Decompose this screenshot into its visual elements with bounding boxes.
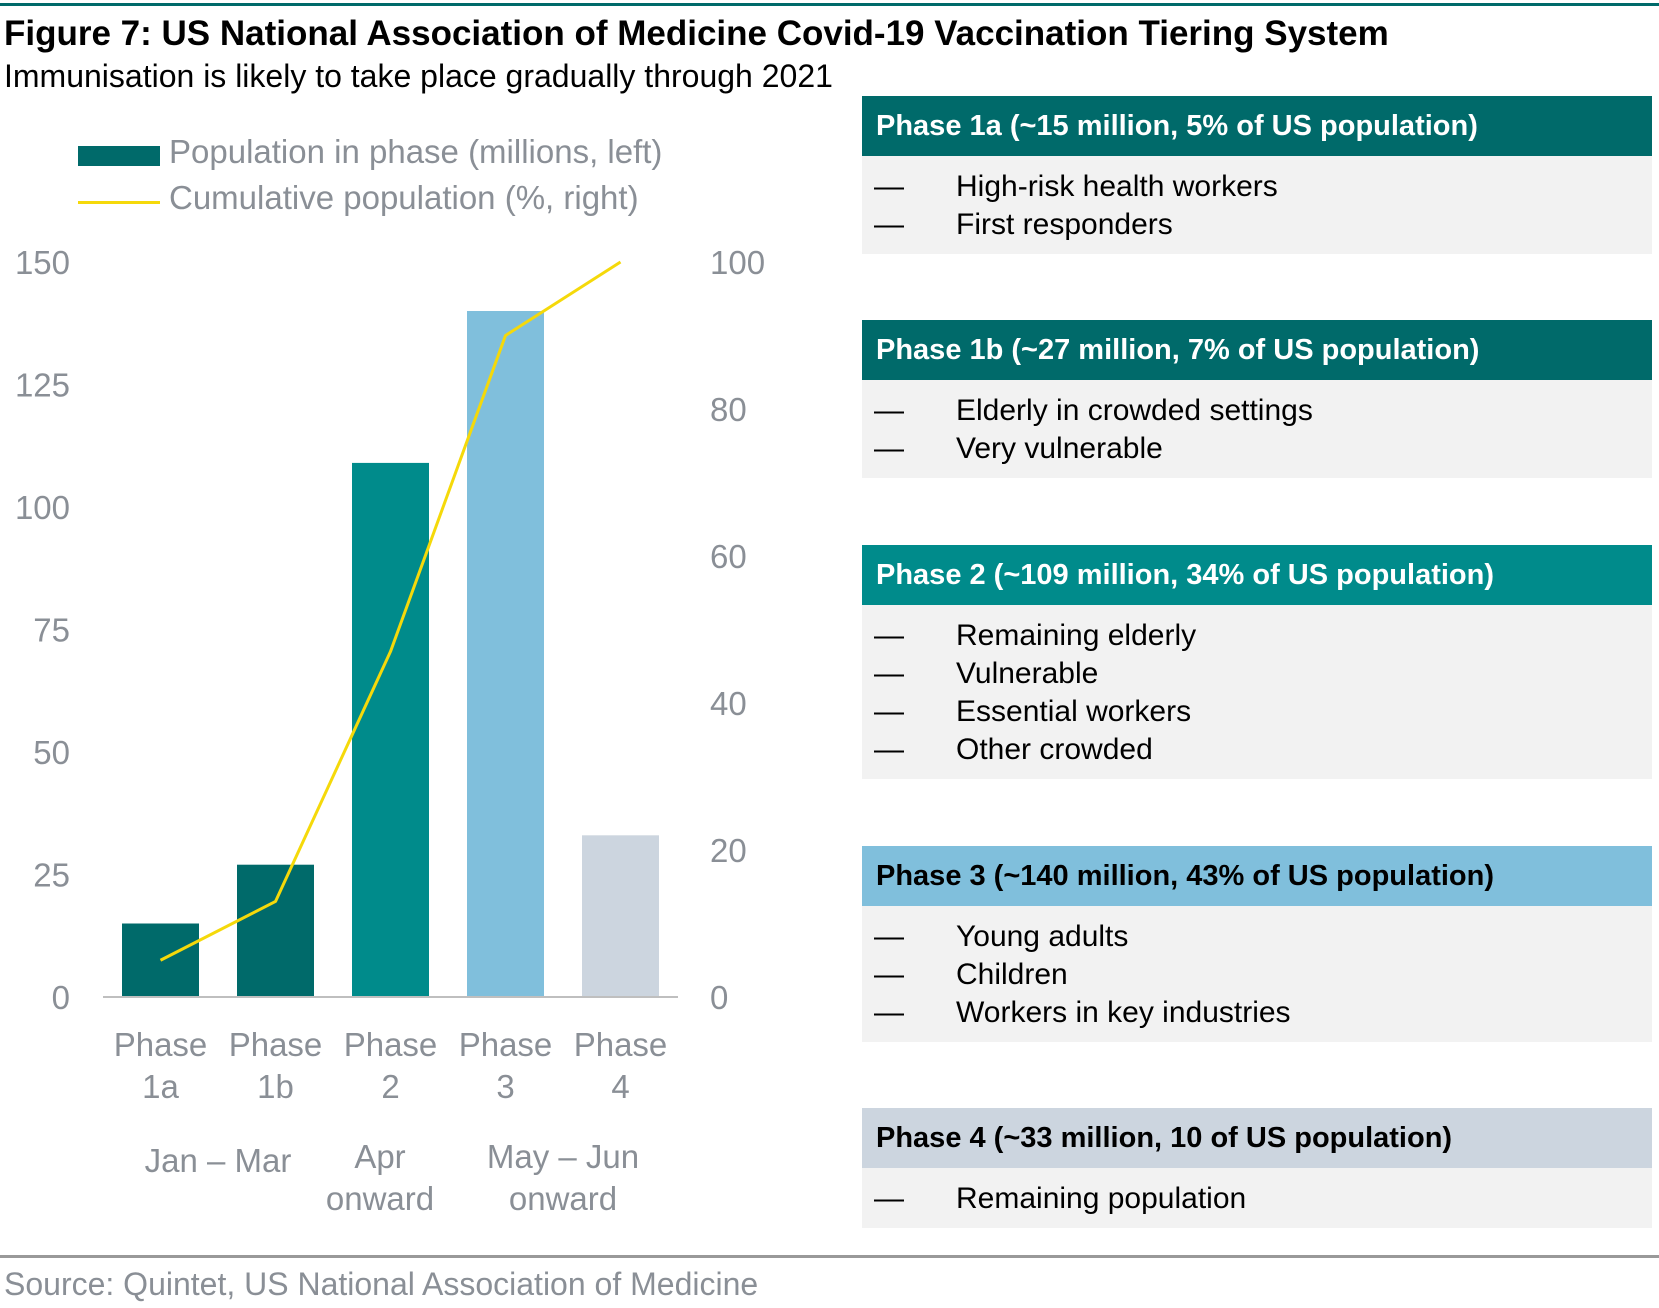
left-axis-tick: 125 bbox=[15, 367, 70, 404]
category-label: 4 bbox=[611, 1068, 629, 1105]
category-label: Phase bbox=[459, 1026, 553, 1063]
category-label: 1b bbox=[257, 1068, 294, 1105]
phase-list-item: — Essential workers bbox=[862, 693, 1652, 731]
bullet-dash: — bbox=[874, 695, 904, 728]
phase-header: Phase 1b (~27 million, 7% of US populati… bbox=[862, 320, 1652, 380]
phase-item-text: Essential workers bbox=[956, 695, 1192, 728]
right-axis-tick: 80 bbox=[710, 391, 747, 428]
right-axis-tick: 100 bbox=[710, 244, 765, 281]
left-axis-tick: 0 bbox=[52, 979, 70, 1016]
phase-body: — High-risk health workers — First responde… bbox=[862, 156, 1652, 254]
phase-item-text: First responders bbox=[956, 208, 1173, 241]
phase-body: — Remaining population bbox=[862, 1168, 1652, 1228]
phase-body: — Elderly in crowded settings — Very vulner… bbox=[862, 380, 1652, 478]
legend-label-bars: Population in phase (millions, left) bbox=[169, 133, 663, 170]
legend-swatch-line bbox=[78, 201, 160, 204]
phase-header: Phase 2 (~109 million, 34% of US populat… bbox=[862, 545, 1652, 605]
category-label: Phase bbox=[114, 1026, 208, 1063]
right-axis-tick: 40 bbox=[710, 685, 747, 722]
phase-list-item: — Workers in key industries bbox=[862, 994, 1652, 1032]
timing-label: Jan – Mar bbox=[145, 1142, 292, 1179]
category-label: 3 bbox=[496, 1068, 514, 1105]
phase-list-item: — Vulnerable bbox=[862, 655, 1652, 693]
top-rule bbox=[0, 3, 1659, 6]
figure-subtitle: Immunisation is likely to take place gra… bbox=[4, 58, 833, 94]
phase-item-text: Elderly in crowded settings bbox=[956, 394, 1313, 427]
phase-list-item: — Remaining population bbox=[862, 1180, 1652, 1218]
left-axis-tick: 50 bbox=[33, 734, 70, 771]
right-axis-tick: 60 bbox=[710, 538, 747, 575]
left-axis-tick: 75 bbox=[33, 612, 70, 649]
phase-list-item: — Elderly in crowded settings bbox=[862, 392, 1652, 430]
phase-item-text: Children bbox=[956, 958, 1068, 991]
phase-list-item: — Remaining elderly bbox=[862, 617, 1652, 655]
bullet-dash: — bbox=[874, 619, 904, 652]
bar bbox=[237, 864, 314, 997]
phase-item-text: Remaining elderly bbox=[956, 619, 1197, 652]
phase-header: Phase 3 (~140 million, 43% of US populat… bbox=[862, 846, 1652, 906]
figure-title: Figure 7: US National Association of Med… bbox=[4, 14, 1389, 53]
phase-body: — Young adults — Children — Workers in key in… bbox=[862, 906, 1652, 1042]
phase-card: Phase 1b (~27 million, 7% of US populati… bbox=[862, 320, 1652, 478]
right-axis-tick: 0 bbox=[710, 979, 728, 1016]
bullet-dash: — bbox=[874, 733, 904, 766]
bullet-dash: — bbox=[874, 657, 904, 690]
phase-list-item: — High-risk health workers bbox=[862, 168, 1652, 206]
phase-item-text: Very vulnerable bbox=[956, 432, 1163, 465]
category-label: Phase bbox=[229, 1026, 323, 1063]
bullet-dash: — bbox=[874, 1182, 904, 1215]
timing-label: May – Jun bbox=[487, 1138, 639, 1175]
bullet-dash: — bbox=[874, 958, 904, 991]
phase-item-text: Workers in key industries bbox=[956, 996, 1291, 1029]
timing-label: Apr bbox=[354, 1138, 405, 1175]
source-note: Source: Quintet, US National Association… bbox=[4, 1266, 759, 1302]
phase-list-item: — Very vulnerable bbox=[862, 430, 1652, 468]
bullet-dash: — bbox=[874, 208, 904, 241]
phase-list-item: — Other crowded bbox=[862, 731, 1652, 769]
category-label: Phase bbox=[344, 1026, 438, 1063]
phase-item-text: Other crowded bbox=[956, 733, 1153, 766]
bullet-dash: — bbox=[874, 432, 904, 465]
left-axis-tick: 100 bbox=[15, 489, 70, 526]
bullet-dash: — bbox=[874, 920, 904, 953]
bullet-dash: — bbox=[874, 394, 904, 427]
bullet-dash: — bbox=[874, 170, 904, 203]
category-label: 1a bbox=[142, 1068, 179, 1105]
category-label: Phase bbox=[574, 1026, 668, 1063]
timing-label: onward bbox=[326, 1180, 434, 1217]
legend-label-line: Cumulative population (%, right) bbox=[169, 179, 639, 216]
phase-body: — Remaining elderly — Vulnerable — Essential … bbox=[862, 605, 1652, 779]
phase-list-item: — Young adults bbox=[862, 918, 1652, 956]
phase-header: Phase 4 (~33 million, 10 of US populatio… bbox=[862, 1108, 1652, 1168]
phase-card: Phase 4 (~33 million, 10 of US populatio… bbox=[862, 1108, 1652, 1228]
phase-card: Phase 3 (~140 million, 43% of US populat… bbox=[862, 846, 1652, 1042]
timing-label: onward bbox=[509, 1180, 617, 1217]
phase-item-text: Young adults bbox=[956, 920, 1129, 953]
bar bbox=[467, 311, 544, 997]
legend-swatch-bar bbox=[78, 146, 160, 166]
phase-header: Phase 1a (~15 million, 5% of US populati… bbox=[862, 96, 1652, 156]
phase-item-text: High-risk health workers bbox=[956, 170, 1278, 203]
phase-card: Phase 2 (~109 million, 34% of US populat… bbox=[862, 545, 1652, 779]
combo-chart: 0 25 50 75 100 125 150 0 20 40 60 80 100 Phase 1a Phase… bbox=[15, 244, 765, 1217]
right-axis-tick: 20 bbox=[710, 832, 747, 869]
phase-list-item: — Children bbox=[862, 956, 1652, 994]
category-label: 2 bbox=[381, 1068, 399, 1105]
bar bbox=[582, 835, 659, 997]
left-axis-tick: 25 bbox=[33, 857, 70, 894]
phase-list-item: — First responders bbox=[862, 206, 1652, 244]
left-axis-tick: 150 bbox=[15, 244, 70, 281]
phase-item-text: Remaining population bbox=[956, 1182, 1247, 1215]
bullet-dash: — bbox=[874, 996, 904, 1029]
bar bbox=[352, 462, 429, 997]
phase-item-text: Vulnerable bbox=[956, 657, 1099, 690]
phase-card: Phase 1a (~15 million, 5% of US populati… bbox=[862, 96, 1652, 254]
bottom-rule bbox=[0, 1255, 1659, 1258]
